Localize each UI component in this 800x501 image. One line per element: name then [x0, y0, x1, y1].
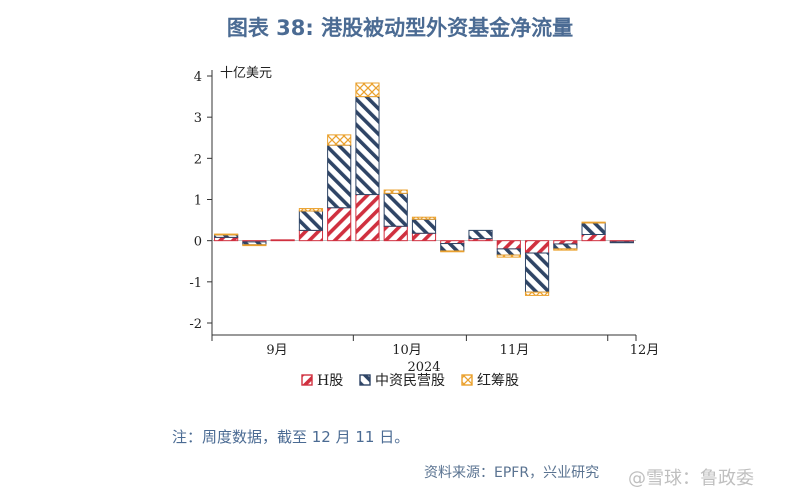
x-axis-label: 2024	[407, 360, 440, 375]
bar-segment	[440, 243, 465, 252]
bar-segment	[355, 194, 380, 242]
bar-segment	[411, 216, 437, 220]
bar-segment	[355, 82, 380, 98]
chart-title: 图表 38: 港股被动型外资基金净流量	[226, 16, 574, 40]
bar-segment	[355, 96, 380, 196]
legend-label: H股	[317, 373, 343, 389]
legend-swatch	[301, 374, 313, 386]
y-tick-label: 4	[194, 70, 202, 85]
y-tick-label: 1	[194, 194, 202, 209]
legend-label: 红筹股	[477, 372, 519, 389]
bar-segment	[411, 232, 437, 242]
bar-segment	[270, 239, 295, 242]
bar-segment	[553, 248, 578, 251]
bar-segment	[298, 208, 324, 212]
bar-segment	[327, 134, 352, 146]
chart-svg: 4 3 2 1 0 -1 -2 十亿美元 9月 10月 11月 12月 2024 H股 中资民营股 红筹股	[189, 66, 660, 389]
bar-segment	[581, 222, 606, 235]
y-tick-label: 3	[194, 111, 202, 126]
y-tick-label: -2	[189, 317, 202, 332]
bar-segment	[609, 241, 634, 244]
bar-segment	[383, 192, 408, 227]
bar-segment	[524, 240, 550, 254]
bar-segment	[214, 233, 239, 236]
legend-label: 中资民营股	[375, 373, 445, 389]
x-month-label: 12月	[630, 343, 660, 358]
x-month-label: 10月	[392, 343, 422, 358]
bar-segment	[242, 244, 267, 247]
bar-segment	[553, 243, 578, 250]
bar-segment	[298, 229, 324, 242]
bar-segment	[496, 248, 521, 256]
bar-segment	[496, 254, 521, 258]
bar-segment	[383, 189, 408, 194]
legend-swatch	[359, 374, 371, 386]
y-unit-label: 十亿美元	[220, 66, 272, 81]
bar-segment	[440, 250, 465, 253]
watermark: @雪球：鲁政委	[628, 468, 754, 489]
x-month-label: 9月	[266, 343, 287, 358]
y-tick-label: 2	[194, 152, 202, 167]
bar-segment	[468, 229, 493, 240]
bar-segment	[581, 221, 606, 224]
bar-segment	[327, 144, 352, 209]
y-tick-label: 0	[194, 235, 202, 250]
bar-segment	[524, 252, 550, 293]
bar-segment	[496, 240, 521, 250]
x-month-label: 11月	[500, 343, 530, 358]
legend-swatch	[461, 374, 473, 386]
bar-segment	[581, 233, 606, 242]
bar-segment	[298, 210, 324, 231]
y-tick-label: -1	[189, 276, 202, 291]
source-text: 资料来源：EPFR，兴业研究	[424, 465, 600, 481]
bar-segment	[524, 291, 550, 296]
bar-segment	[383, 225, 408, 242]
bar-segment	[411, 218, 437, 234]
bar-segment	[327, 207, 352, 242]
footnote: 注：周度数据，截至 12 月 11 日。	[172, 428, 410, 446]
